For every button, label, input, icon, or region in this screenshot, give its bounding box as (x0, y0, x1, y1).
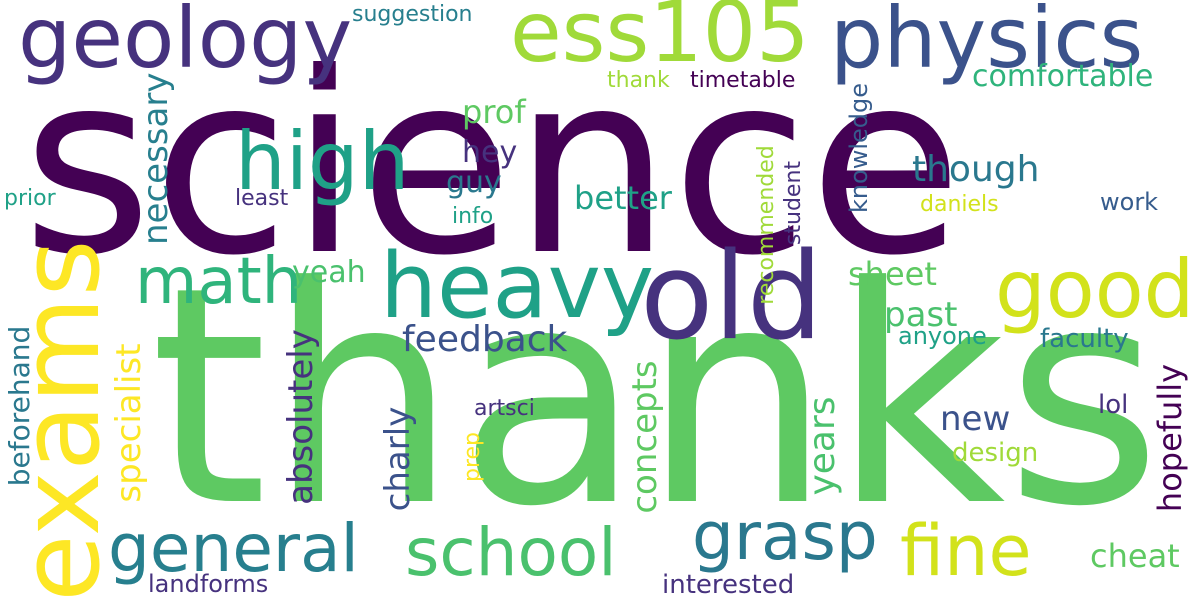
word-hey: hey (462, 135, 518, 170)
word-beforehand: beforehand (3, 325, 36, 487)
word-daniels: daniels (920, 192, 999, 217)
word-high: high (235, 115, 410, 208)
word-though: though (912, 149, 1040, 190)
word-feedback: feedback (402, 319, 568, 360)
word-comfortable: comfortable (972, 59, 1154, 94)
word-thank: thank (607, 68, 670, 93)
word-guy: guy (446, 165, 502, 200)
word-thanks: thanks (150, 223, 1162, 572)
word-general: general (108, 510, 359, 587)
word-grasp: grasp (692, 498, 878, 575)
word-prior: prior (4, 186, 56, 211)
word-landforms: landforms (148, 570, 269, 598)
word-school: school (405, 514, 617, 591)
word-better: better (574, 179, 672, 217)
word-prep: prep (460, 431, 485, 483)
word-work: work (1100, 188, 1159, 216)
word-recommended: recommended (754, 145, 779, 305)
word-charly: charly (378, 406, 418, 512)
word-ess105: ess105 (510, 0, 810, 81)
word-student: student (781, 160, 806, 246)
word-design: design (952, 438, 1039, 468)
word-concepts: concepts (625, 360, 665, 514)
word-new: new (940, 399, 1011, 439)
word-cheat: cheat (1090, 537, 1180, 575)
word-past: past (884, 295, 958, 335)
word-good: good (995, 243, 1195, 336)
word-physics: physics (830, 0, 1144, 87)
word-absolutely: absolutely (281, 329, 321, 505)
word-math: math (135, 245, 303, 319)
word-heavy: heavy (380, 234, 655, 339)
word-least: least (235, 186, 289, 211)
word-artsci: artsci (474, 396, 535, 421)
word-fine: fine (900, 510, 1032, 592)
word-info: info (452, 204, 494, 229)
word-years: years (802, 396, 843, 496)
word-sheet: sheet (848, 255, 937, 293)
word-timetable: timetable (690, 68, 796, 93)
word-suggestion: suggestion (352, 2, 473, 27)
word-geology: geology (18, 0, 353, 87)
word-lol: lol (1098, 390, 1129, 420)
word-old: old (640, 228, 823, 367)
word-anyone: anyone (898, 322, 987, 350)
word-interested: interested (662, 570, 795, 600)
word-faculty: faculty (1040, 324, 1129, 354)
word-knowledge: knowledge (845, 82, 873, 214)
word-specialist: specialist (109, 343, 149, 503)
word-science: science (22, 19, 963, 310)
word-hopefully: hopefully (1151, 363, 1189, 513)
word-yeah: yeah (292, 255, 366, 290)
word-necessary: necessary (136, 72, 176, 245)
word-prof: prof (462, 93, 526, 131)
